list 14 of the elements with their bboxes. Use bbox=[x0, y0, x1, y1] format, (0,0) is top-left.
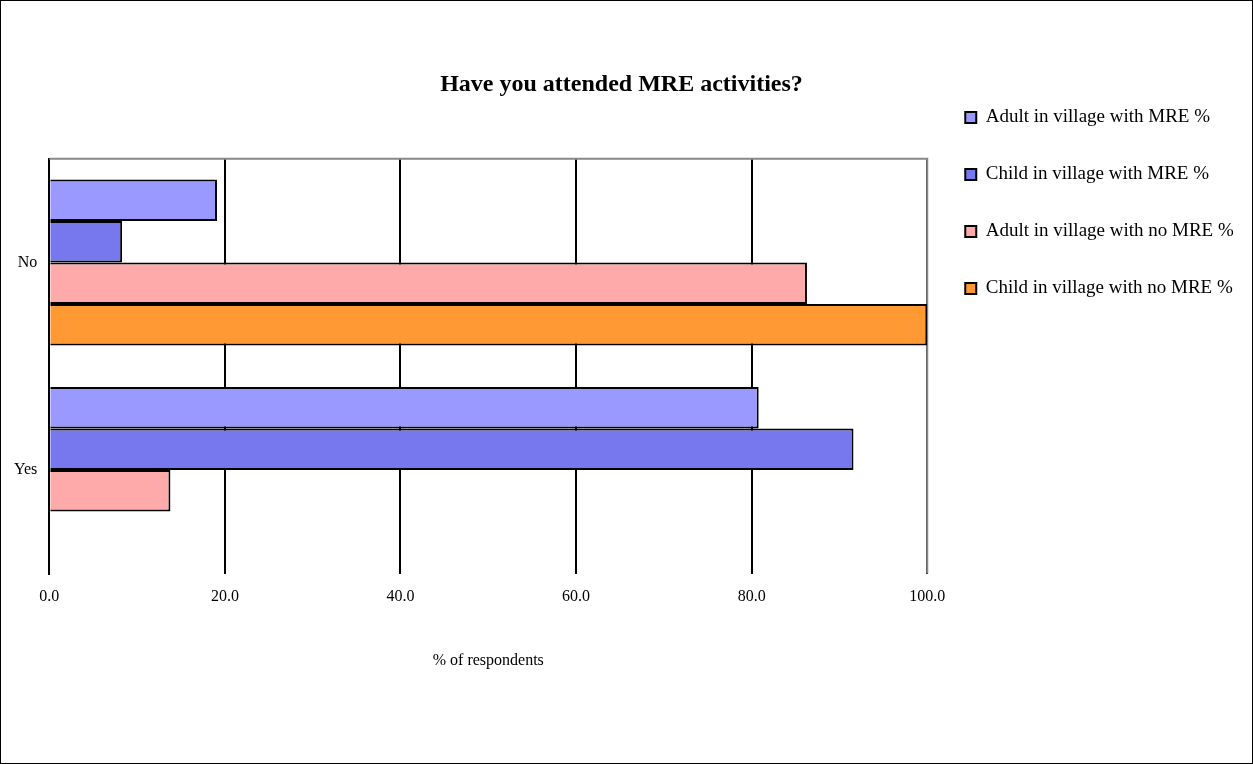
x-axis-title: % of respondents bbox=[432, 650, 544, 669]
x-tick-label: 0.0 bbox=[39, 587, 60, 605]
y-tick-label: No bbox=[17, 252, 38, 270]
legend-label: Child in village with no MRE % bbox=[985, 276, 1233, 298]
legend-label: Adult in village with MRE % bbox=[985, 105, 1211, 127]
x-tick-label: 80.0 bbox=[737, 587, 766, 605]
y-tick-label: Yes bbox=[14, 460, 38, 478]
x-tick-label: 40.0 bbox=[386, 587, 415, 605]
legend-label: Child in village with MRE % bbox=[985, 162, 1210, 184]
x-tick-label: 60.0 bbox=[562, 587, 591, 605]
chart-title: Have you attended MRE activities? bbox=[440, 69, 803, 96]
x-tick-label: 20.0 bbox=[210, 587, 239, 605]
x-tick-label: 100.0 bbox=[909, 587, 946, 605]
legend-label: Adult in village with no MRE % bbox=[985, 219, 1234, 241]
